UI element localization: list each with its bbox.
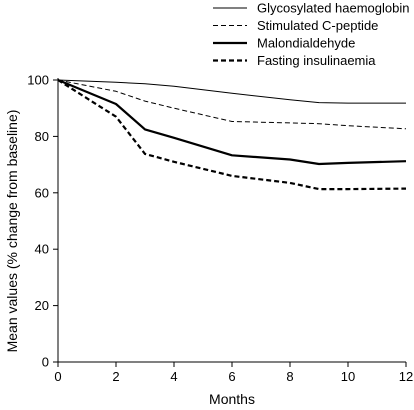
legend-label: Stimulated C-peptide [257,18,378,33]
x-tick-label: 10 [341,369,355,384]
series-line-4 [57,79,407,191]
legend-label: Fasting insulinaemia [257,53,376,68]
x-tick-label: 4 [170,369,177,384]
y-tick-label: 60 [35,185,49,200]
y-axis-label: Mean values (% change from baseline) [4,110,20,353]
y-tick-label: 20 [35,298,49,313]
x-tick-label: 12 [399,369,413,384]
series-line-1 [57,79,406,104]
y-tick-label: 100 [27,73,49,88]
y-tick-label: 0 [42,355,49,370]
legend-label: Malondialdehyde [257,36,355,51]
legend-label: Glycosylated haemoglobin [257,1,409,16]
legend: Glycosylated haemoglobin Stimulated C-pep… [213,1,409,68]
series-lines [57,78,407,191]
y-tick-label: 80 [35,129,49,144]
x-axis-label: Months [209,391,255,407]
series-line-3 [57,78,407,166]
x-ticks: 0 2 4 6 8 10 12 [54,362,413,384]
y-tick-label: 40 [35,242,49,257]
x-tick-label: 8 [286,369,293,384]
x-tick-label: 0 [54,369,61,384]
x-tick-label: 6 [228,369,235,384]
x-tick-label: 2 [112,369,119,384]
axes [57,78,406,363]
series-line-2 [57,79,407,130]
y-ticks: 0 20 40 60 80 100 [27,73,58,370]
